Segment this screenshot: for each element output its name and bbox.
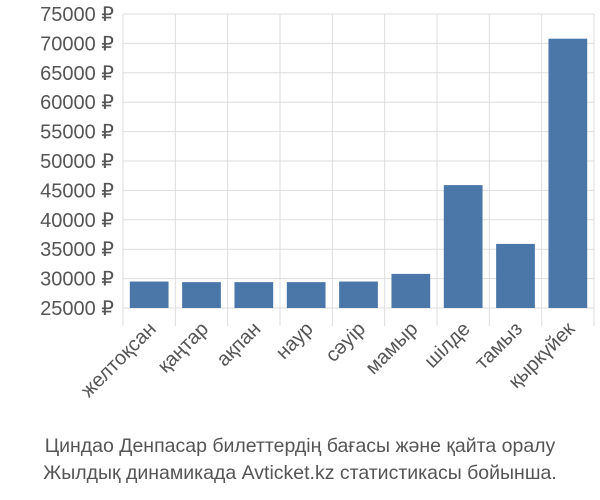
x-tick-label: ақпан [212, 318, 265, 371]
x-tick-label: наур [272, 318, 318, 364]
y-tick-label: 30000 ₽ [40, 269, 114, 291]
y-tick-label: 55000 ₽ [40, 122, 114, 144]
bar [286, 282, 326, 308]
y-tick-label: 35000 ₽ [40, 239, 114, 261]
x-tick-label: желтоқсан [77, 318, 161, 402]
x-tick-label: сәуір [321, 318, 370, 367]
y-tick-label: 65000 ₽ [40, 63, 114, 85]
bar [339, 281, 378, 308]
chart-caption-line-2: Жылдық динамикада Avticket.kz статистика… [43, 462, 557, 484]
bar [182, 282, 221, 308]
chart-caption-line-1: Циндао Денпасар билеттердің бағасы және … [44, 435, 556, 457]
y-tick-label: 45000 ₽ [40, 180, 114, 202]
y-tick-label: 70000 ₽ [40, 33, 114, 55]
y-tick-label: 50000 ₽ [40, 151, 114, 173]
x-tick-label: қаңтар [154, 318, 213, 377]
y-axis-tick-labels: 25000 ₽ 30000 ₽ 35000 ₽ 40000 ₽ 45000 ₽ 50000… [40, 4, 114, 320]
y-tick-label: 75000 ₽ [40, 4, 114, 26]
bar [548, 38, 588, 309]
bar [129, 281, 169, 308]
y-tick-label: 25000 ₽ [40, 298, 114, 320]
bar [496, 243, 535, 308]
bar [234, 282, 274, 308]
bar [391, 273, 431, 308]
y-tick-label: 60000 ₽ [40, 92, 114, 114]
bars [129, 38, 588, 309]
y-tick-label: 40000 ₽ [40, 210, 114, 232]
x-tick-label: мамыр [361, 318, 422, 379]
bar-chart: 25000 ₽ 30000 ₽ 35000 ₽ 40000 ₽ 45000 ₽ 50000… [40, 4, 595, 402]
bar [443, 185, 483, 308]
grid-lines [122, 13, 595, 326]
x-tick-label: шілде [420, 318, 474, 372]
